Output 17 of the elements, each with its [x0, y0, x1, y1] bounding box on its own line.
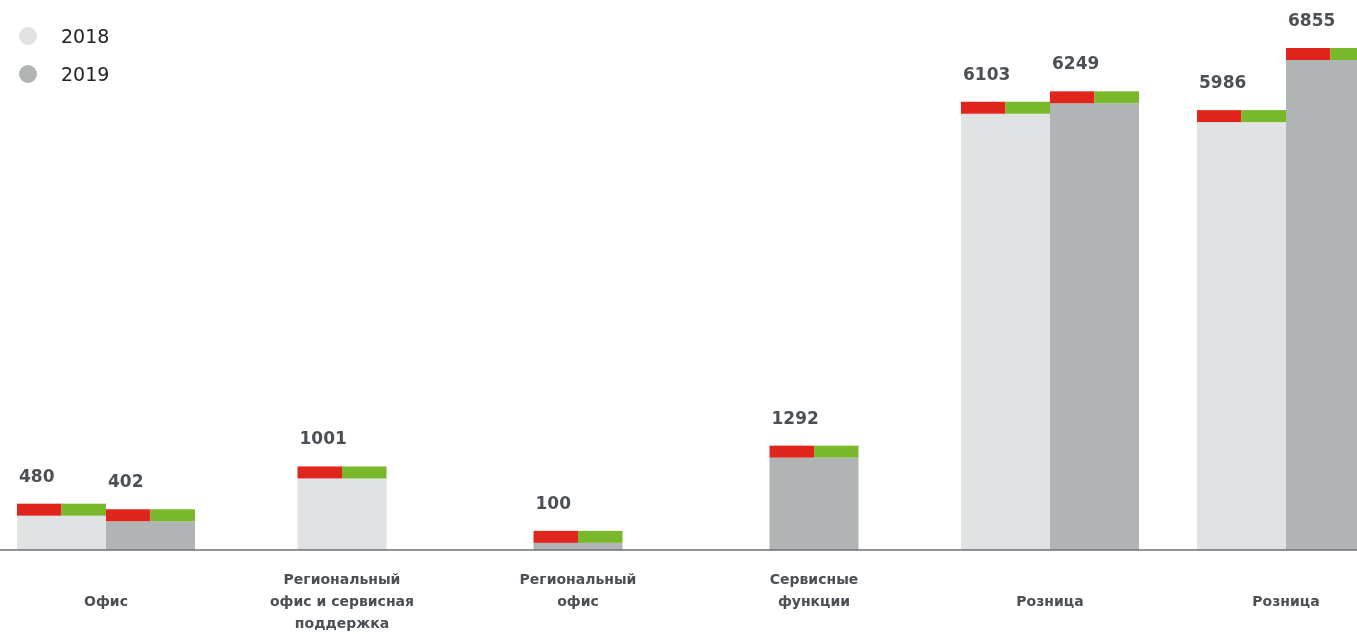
data-label: 100 — [535, 492, 572, 513]
x-tick-label: Офис — [84, 593, 128, 609]
x-tick-label: Розница — [1016, 593, 1084, 609]
legend-label: 2019 — [61, 63, 110, 85]
data-label: 1292 — [771, 407, 819, 428]
data-label: 402 — [108, 471, 144, 492]
data-label: 1001 — [299, 428, 347, 449]
x-tick-label: Региональный офис и сервисная поддержка — [269, 571, 415, 631]
x-tick-label: Розница — [1252, 593, 1320, 609]
data-label: 6249 — [1052, 53, 1100, 74]
data-label: 6103 — [963, 63, 1011, 84]
data-label: 5986 — [1199, 72, 1247, 93]
x-tick-label: Сервисные функции — [769, 571, 859, 609]
legend-label: 2018 — [61, 25, 110, 47]
data-label: 6855 — [1288, 10, 1336, 30]
x-tick-label: Региональный офис — [519, 571, 637, 609]
data-label: 480 — [19, 465, 55, 486]
